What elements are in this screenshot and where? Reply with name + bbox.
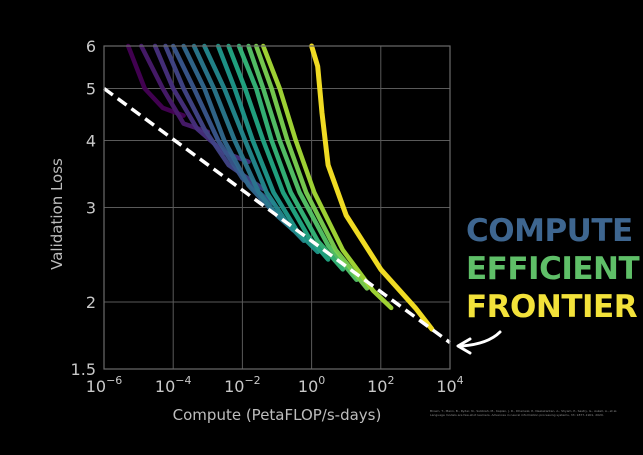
y-tick-label: 5 — [86, 79, 96, 98]
series-line — [125, 43, 186, 118]
x-tick-labels: 10−6 10−4 10−2 100 102 104 — [86, 374, 464, 396]
annotation-line-1: COMPUTE — [466, 213, 633, 249]
y-tick-label: 6 — [86, 37, 96, 56]
citation: Brown, T., Mann, B., Ryder, N., Subbiah,… — [430, 409, 618, 417]
frontier-dashed-line — [102, 87, 452, 345]
series-line — [253, 43, 370, 291]
frontier-line — [102, 87, 452, 345]
x-tick-label: 100 — [298, 374, 325, 396]
y-tick-labels: 1.5 2 3 4 5 6 — [71, 37, 96, 379]
arrow-icon — [456, 330, 502, 355]
series-line — [246, 43, 359, 283]
series-line — [191, 43, 296, 233]
plot-border — [103, 45, 451, 370]
annotation-line-3: FRONTIER — [466, 289, 638, 325]
annotation-line-2: EFFICIENT — [466, 251, 640, 287]
x-tick-label: 10−2 — [224, 374, 261, 396]
y-tick-label: 3 — [86, 199, 96, 218]
y-tick-label: 4 — [86, 131, 96, 150]
y-axis-label: Validation Loss — [48, 158, 66, 270]
x-tick-label: 10−6 — [86, 374, 123, 396]
frontier-annotation: COMPUTE EFFICIENT FRONTIER — [466, 212, 640, 326]
y-tick-label: 1.5 — [71, 360, 96, 379]
x-axis-label: Compute (PetaFLOP/s-days) — [173, 406, 382, 424]
y-tick-label: 2 — [86, 293, 96, 312]
series-line — [309, 43, 435, 332]
x-tick-label: 104 — [436, 374, 463, 396]
x-tick-label: 10−4 — [155, 374, 192, 396]
series-line — [236, 43, 346, 272]
axes-frame — [103, 45, 451, 370]
x-tick-label: 102 — [367, 374, 394, 396]
series-line — [260, 43, 394, 311]
